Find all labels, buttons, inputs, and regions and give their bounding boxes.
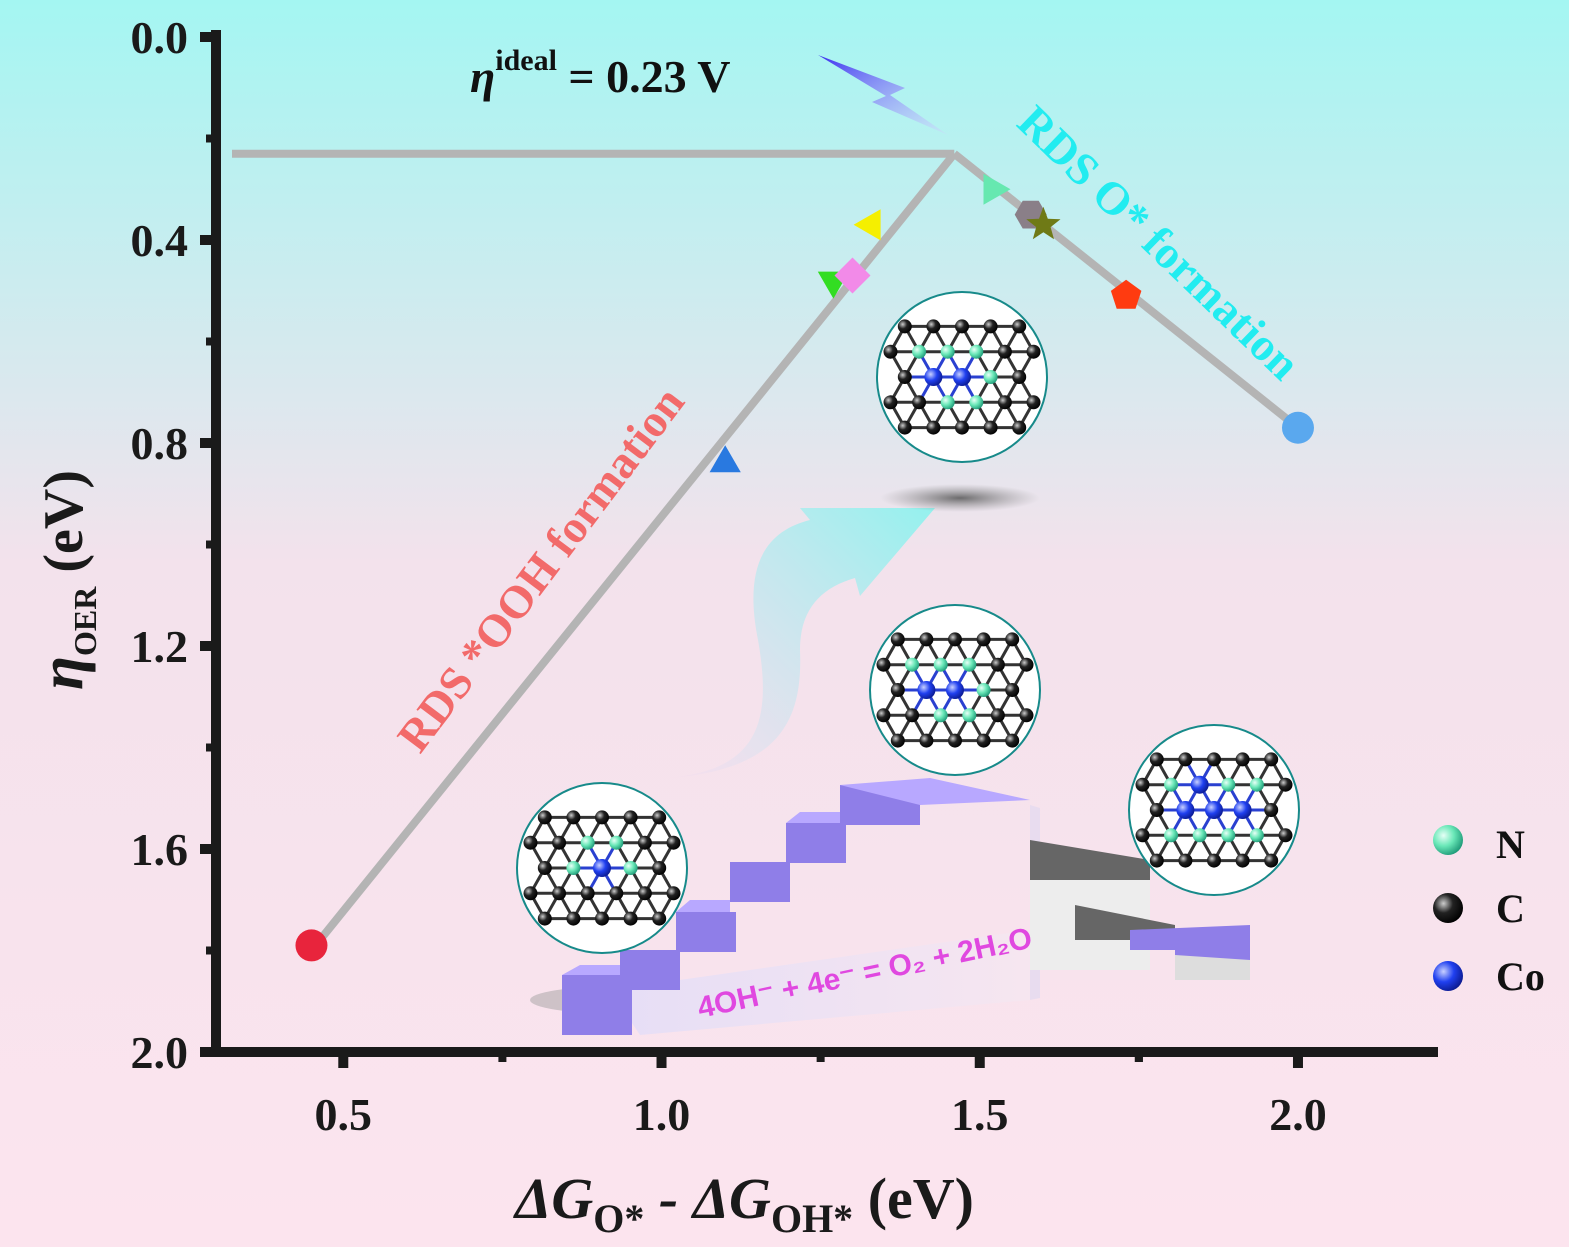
y-axis-label: ηOER (eV) [28, 470, 103, 690]
molecule-inset-right [1128, 724, 1300, 896]
x-tick-label: 1.0 [633, 1089, 691, 1140]
y-tick-label: 1.6 [131, 824, 189, 875]
y-tick-label: 0.0 [131, 12, 189, 63]
molecule-shadow [880, 484, 1040, 512]
legend-label-co: Co [1496, 954, 1545, 999]
x-ticks: 0.5 1.0 1.5 2.0 [315, 1052, 1327, 1140]
data-point-triangle-up [709, 445, 741, 473]
data-points [295, 173, 1314, 962]
y-ticks: 0.0 0.4 0.8 1.2 1.6 2.0 [131, 12, 216, 1078]
data-point-star [1026, 206, 1061, 240]
data-point-circle [1281, 411, 1314, 444]
staircase-illustration [530, 778, 1250, 1035]
x-axis-label: ΔGO* - ΔGOH* (eV) [513, 1166, 974, 1241]
legend-item-n: N [1433, 822, 1525, 867]
legend-label-c: C [1496, 886, 1525, 931]
legend-marker-co [1433, 961, 1463, 991]
molecule-inset-middle [869, 604, 1041, 776]
x-tick-label: 1.5 [951, 1089, 1009, 1140]
legend-marker-c [1433, 893, 1463, 923]
molecule-inset-top [876, 291, 1048, 463]
x-tick-label: 2.0 [1269, 1089, 1327, 1140]
y-tick-label: 0.8 [131, 418, 189, 469]
data-point-triangle-left [853, 209, 881, 241]
transition-arrow [668, 508, 935, 778]
data-point-circle [295, 929, 328, 962]
legend-label-n: N [1496, 822, 1525, 867]
data-point-pentagon [1110, 279, 1142, 309]
x-tick-label: 0.5 [315, 1089, 373, 1140]
ideal-eta-annotation: ηideal = 0.23 V [470, 44, 731, 102]
y-tick-label: 0.4 [131, 215, 189, 266]
legend-marker-n [1433, 825, 1463, 855]
lightning-bolt-icon [818, 55, 948, 135]
data-point-diamond [834, 257, 871, 294]
legend-item-co: Co [1433, 954, 1545, 999]
legend-item-c: C [1433, 886, 1525, 931]
molecule-inset-left [516, 782, 688, 954]
y-tick-label: 2.0 [131, 1027, 189, 1078]
y-tick-label: 1.2 [131, 621, 189, 672]
legend: N C Co [1433, 822, 1545, 999]
data-point-triangle-right [983, 173, 1011, 205]
